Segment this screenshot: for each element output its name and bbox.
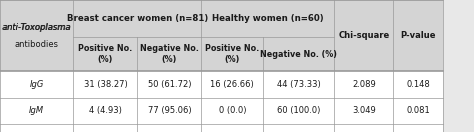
Text: 77 (95.06): 77 (95.06)	[147, 106, 191, 115]
Bar	[0, 0, 73, 71]
Text: anti-Toxoplasma: anti-Toxoplasma	[3, 23, 71, 32]
Text: P-value: P-value	[401, 31, 436, 40]
Bar	[73, 0, 201, 37]
Text: 2.089: 2.089	[352, 80, 376, 89]
Bar	[137, 37, 201, 71]
Text: 60 (100.0): 60 (100.0)	[277, 106, 320, 115]
Bar	[393, 124, 443, 132]
Text: anti-​Toxoplasma: anti-​Toxoplasma	[2, 23, 71, 32]
Text: 0.081: 0.081	[406, 106, 430, 115]
Text: 3.049: 3.049	[352, 106, 376, 115]
Bar	[201, 0, 334, 37]
Text: 4 (4.93): 4 (4.93)	[89, 106, 122, 115]
Bar	[73, 37, 137, 71]
Bar	[0, 71, 73, 98]
Text: Negative No. (%): Negative No. (%)	[260, 50, 337, 59]
Text: Healthy women (n=60): Healthy women (n=60)	[212, 14, 324, 23]
Text: 44 (73.33): 44 (73.33)	[277, 80, 320, 89]
Bar	[201, 124, 263, 132]
Bar	[334, 71, 393, 98]
Text: IgM: IgM	[29, 106, 44, 115]
Bar	[73, 124, 137, 132]
Bar	[137, 124, 201, 132]
Bar	[201, 98, 263, 124]
Bar	[137, 98, 201, 124]
Text: 0.148: 0.148	[406, 80, 430, 89]
Bar	[263, 124, 334, 132]
Bar	[263, 98, 334, 124]
Text: 0 (0.0): 0 (0.0)	[219, 106, 246, 115]
Bar	[334, 0, 393, 71]
Bar	[263, 71, 334, 98]
Text: 50 (61.72): 50 (61.72)	[148, 80, 191, 89]
Text: IgG: IgG	[29, 80, 44, 89]
Text: 16 (26.66): 16 (26.66)	[210, 80, 254, 89]
Bar	[201, 37, 263, 71]
Bar	[263, 37, 334, 71]
Text: Breast cancer women (n=81): Breast cancer women (n=81)	[67, 14, 208, 23]
Bar	[0, 98, 73, 124]
Text: Chi-square: Chi-square	[338, 31, 390, 40]
Bar	[201, 71, 263, 98]
Bar	[393, 71, 443, 98]
Bar	[0, 124, 73, 132]
Bar	[334, 98, 393, 124]
Text: Positive No.
(%): Positive No. (%)	[78, 44, 133, 64]
Text: Positive No.
(%): Positive No. (%)	[205, 44, 259, 64]
Text: 31 (38.27): 31 (38.27)	[83, 80, 128, 89]
Bar	[334, 124, 393, 132]
Bar	[393, 0, 443, 71]
Bar	[393, 98, 443, 124]
Bar	[73, 71, 137, 98]
Bar	[137, 71, 201, 98]
Text: antibodies: antibodies	[15, 40, 59, 49]
Bar	[73, 98, 137, 124]
Text: Negative No.
(%): Negative No. (%)	[140, 44, 199, 64]
